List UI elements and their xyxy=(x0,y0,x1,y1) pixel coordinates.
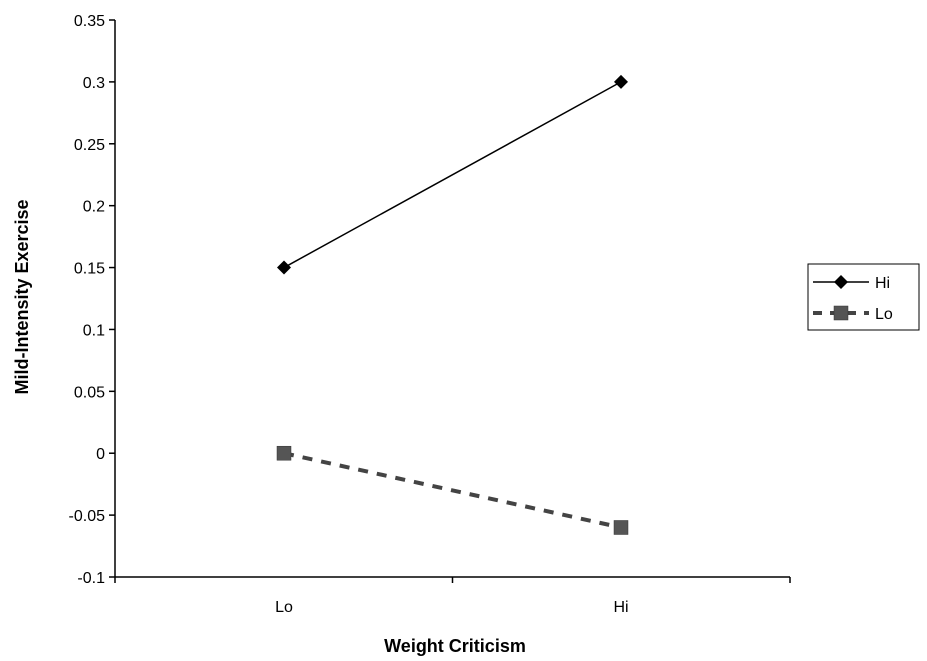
legend-label-lo: Lo xyxy=(875,306,893,323)
series-line-hi xyxy=(283,81,622,269)
legend-label-hi: Hi xyxy=(875,275,890,292)
x-axis-title: Weight Criticism xyxy=(384,636,526,656)
series-area xyxy=(276,74,629,535)
data-point-lo xyxy=(613,520,629,535)
y-tick-label: 0.2 xyxy=(83,199,105,216)
series-line-lo xyxy=(283,451,622,530)
data-point-lo xyxy=(276,445,292,461)
x-tick-label: Hi xyxy=(613,599,628,616)
series-hi xyxy=(277,74,628,275)
series-lo xyxy=(276,445,629,535)
data-point-hi xyxy=(277,260,291,275)
y-tick-label: 0 xyxy=(96,446,105,463)
legend-box xyxy=(807,263,920,331)
y-tick-label: -0.05 xyxy=(69,508,106,525)
y-tick-label: -0.1 xyxy=(77,570,105,587)
y-tick-label: 0.05 xyxy=(74,384,105,401)
x-axis: Lo Hi xyxy=(114,576,791,616)
y-tick-label: 0.1 xyxy=(83,322,105,339)
data-point-hi xyxy=(614,74,628,89)
x-tick-label: Lo xyxy=(275,599,293,616)
y-tick-label: 0.35 xyxy=(74,13,105,30)
legend: Hi Lo xyxy=(807,263,920,331)
y-tick-label: 0.3 xyxy=(83,75,105,92)
y-axis: -0.1 -0.05 0 0.05 0.1 0.15 0.2 0.25 0.3 0.35 xyxy=(69,13,116,587)
legend-marker-hi xyxy=(834,275,848,289)
y-axis-title: Mild-Intensity Exercise xyxy=(12,199,32,394)
legend-marker-lo xyxy=(833,305,849,321)
y-tick-label: 0.25 xyxy=(74,137,105,154)
y-tick-label: 0.15 xyxy=(74,261,105,278)
